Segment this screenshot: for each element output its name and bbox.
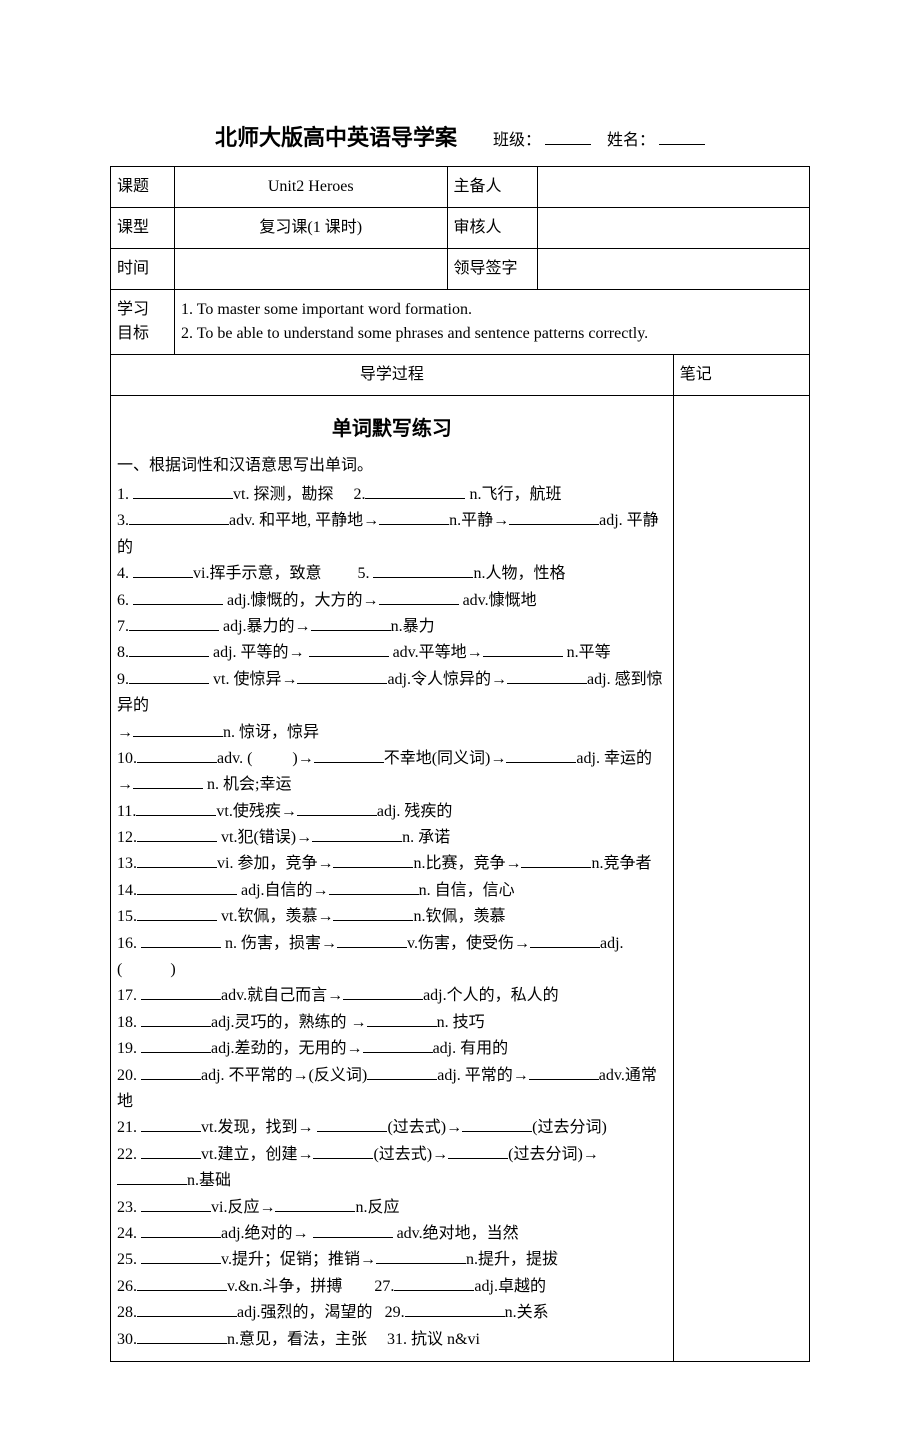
q20: 20. adj. 不平常的→(反义词)adj. 平常的→adv.通常地	[117, 1063, 667, 1116]
q13: 13.vi. 参加，竞争→n.比赛，竞争→n.竞争者	[117, 851, 667, 877]
class-label: 班级：	[493, 132, 541, 149]
q12: 12. vt.犯(错误)→n. 承诺	[117, 825, 667, 851]
q22: 22. vt.建立，创建→(过去式)→(过去分词)→ n.基础	[117, 1142, 667, 1195]
q15: 15. vt.钦佩，羡慕→n.钦佩，羡慕	[117, 904, 667, 930]
q25: 25. v.提升；促销；推销→n.提升，提拔	[117, 1247, 667, 1273]
notes-column[interactable]	[673, 396, 809, 1362]
type-label: 课型	[111, 208, 175, 249]
preparer-blank[interactable]	[537, 167, 810, 208]
q21: 21. vt.发现，找到→ (过去式)→(过去分词)	[117, 1115, 667, 1141]
q16: 16. n. 伤害，损害→v.伤害，使受伤→adj.( )	[117, 931, 667, 984]
row-process-header: 导学过程 笔记	[111, 355, 810, 396]
section-title: 单词默写练习	[117, 404, 667, 452]
goal-content: 1. To master some important word formati…	[175, 290, 810, 355]
q18: 18. adj.灵巧的，熟练的 →n. 技巧	[117, 1010, 667, 1036]
q11: 11.vt.使残疾→adj. 残疾的	[117, 799, 667, 825]
goal-2: 2. To be able to understand some phrases…	[181, 322, 803, 346]
process-header: 导学过程	[111, 355, 674, 396]
class-blank[interactable]	[545, 129, 591, 145]
q1: 1. vt. 探测，勘探 2. n.飞行，航班	[117, 482, 667, 508]
q26-27: 26.v.&n.斗争，拼搏 27.adj.卓越的	[117, 1274, 667, 1300]
goal-label: 学习目标	[111, 290, 175, 355]
topic-label: 课题	[111, 167, 175, 208]
q24: 24. adj.绝对的→ adv.绝对地，当然	[117, 1221, 667, 1247]
q4-5: 4. vi.挥手示意，致意 5. n.人物，性格	[117, 561, 667, 587]
q6: 6. adj.慷慨的，大方的→ adv.慷慨地	[117, 588, 667, 614]
reviewer-label: 审核人	[447, 208, 537, 249]
q28-29: 28.adj.强烈的，渴望的 29.n.关系	[117, 1300, 667, 1326]
row-goal: 学习目标 1. To master some important word fo…	[111, 290, 810, 355]
worksheet-table: 课题 Unit2 Heroes 主备人 课型 复习课(1 课时) 审核人 时间 …	[110, 166, 810, 1362]
notes-header: 笔记	[673, 355, 809, 396]
header-row: 北师大版高中英语导学案 班级： 姓名：	[110, 120, 810, 152]
q19: 19. adj.差劲的，无用的→adj. 有用的	[117, 1036, 667, 1062]
row-topic: 课题 Unit2 Heroes 主备人	[111, 167, 810, 208]
time-blank[interactable]	[175, 249, 448, 290]
leader-label: 领导签字	[447, 249, 537, 290]
q9b: →n. 惊讶，惊异	[117, 720, 667, 746]
reviewer-blank[interactable]	[537, 208, 810, 249]
q10: 10.adv. ( )→不幸地(同义词)→adj. 幸运的	[117, 746, 667, 772]
intro: 一、根据词性和汉语意思写出单词。	[117, 454, 667, 478]
q17: 17. adv.就自己而言→adj.个人的，私人的	[117, 983, 667, 1009]
name-blank[interactable]	[659, 129, 705, 145]
time-label: 时间	[111, 249, 175, 290]
topic-value: Unit2 Heroes	[175, 167, 448, 208]
leader-blank[interactable]	[537, 249, 810, 290]
row-time: 时间 领导签字	[111, 249, 810, 290]
row-type: 课型 复习课(1 课时) 审核人	[111, 208, 810, 249]
q30-31: 30.n.意见，看法，主张 31. 抗议 n&vi	[117, 1327, 667, 1353]
q8: 8. adj. 平等的→ adv.平等地→ n.平等	[117, 640, 667, 666]
q14: 14. adj.自信的→n. 自信，信心	[117, 878, 667, 904]
body-content: 单词默写练习 一、根据词性和汉语意思写出单词。 1. vt. 探测，勘探 2. …	[111, 396, 674, 1362]
q23: 23. vi.反应→n.反应	[117, 1195, 667, 1221]
row-body: 单词默写练习 一、根据词性和汉语意思写出单词。 1. vt. 探测，勘探 2. …	[111, 396, 810, 1362]
name-label: 姓名：	[607, 132, 655, 149]
q9: 9. vt. 使惊异→adj.令人惊异的→adj. 感到惊异的	[117, 667, 667, 720]
type-value: 复习课(1 课时)	[175, 208, 448, 249]
q10b: → n. 机会;幸运	[117, 772, 667, 798]
q7: 7. adj.暴力的→n.暴力	[117, 614, 667, 640]
goal-1: 1. To master some important word formati…	[181, 298, 803, 322]
q3: 3.adv. 和平地, 平静地→n.平静→adj. 平静的	[117, 508, 667, 561]
preparer-label: 主备人	[447, 167, 537, 208]
main-title: 北师大版高中英语导学案	[215, 125, 457, 150]
